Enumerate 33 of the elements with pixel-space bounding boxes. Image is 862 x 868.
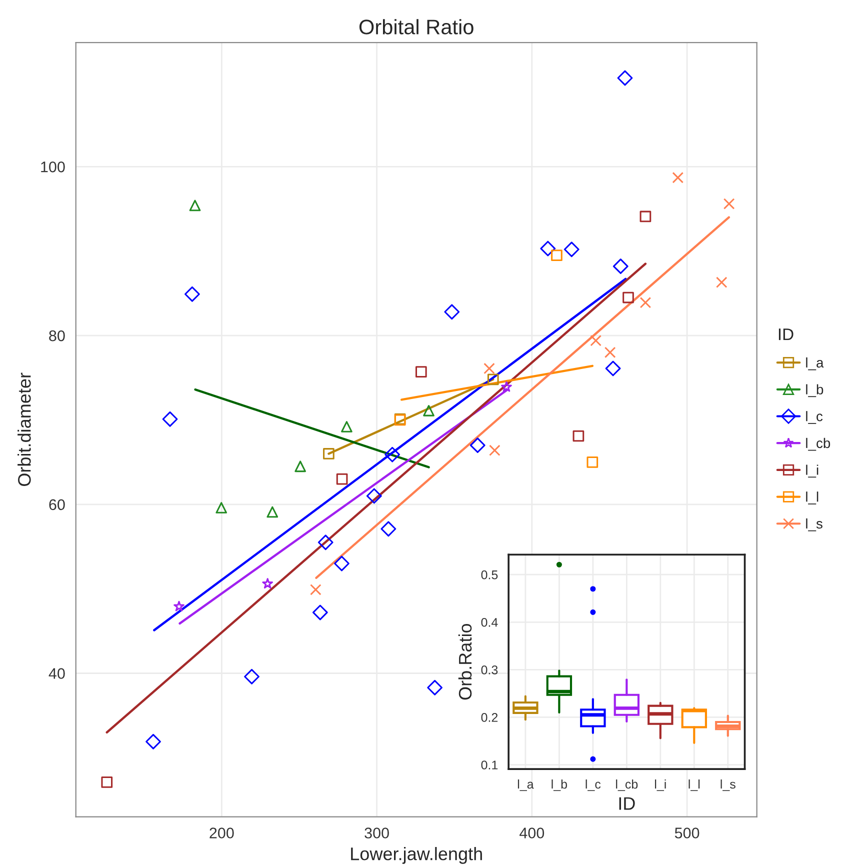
y-axis-title: Orb.Ratio	[458, 624, 472, 700]
x-tick-label: l_a	[518, 779, 534, 792]
legend-label: l_b	[806, 384, 824, 398]
x-tick-label: l_l	[688, 779, 700, 792]
legend-label: l_i	[806, 464, 818, 478]
x-axis-title: ID	[619, 797, 635, 810]
legend-label: l_s	[806, 518, 822, 532]
y-tick-label: 0.4	[481, 618, 498, 627]
y-tick-label: 0.5	[481, 570, 498, 580]
legend-label: l_l	[806, 492, 818, 504]
x-tick-label: l_i	[655, 779, 666, 792]
x-tick-label: 300	[364, 828, 389, 838]
y-tick-label: 0.1	[481, 760, 498, 770]
x-tick-label: l_s	[720, 779, 736, 792]
x-tick-label: l_cb	[616, 779, 638, 792]
y-tick-label: 0.3	[481, 665, 498, 674]
chart-title: Orbital Ratio	[359, 19, 474, 34]
legend-label: l_cb	[806, 438, 830, 451]
x-tick-label: 400	[520, 828, 544, 838]
y-tick-label: 0.2	[481, 713, 498, 722]
y-tick-label: 40	[48, 668, 65, 679]
x-axis-title: Lower.jaw.length	[351, 847, 482, 864]
x-tick-label: 200	[210, 828, 234, 838]
y-tick-label: 100	[41, 162, 65, 172]
y-tick-label: 60	[49, 499, 65, 510]
x-tick-label: l_c	[586, 779, 601, 792]
x-tick-label: 500	[674, 828, 700, 838]
y-axis-title: Orbit.diameter	[18, 372, 31, 486]
x-tick-label: l_b	[552, 779, 568, 792]
legend-label: l_a	[806, 357, 824, 370]
y-tick-label: 80	[49, 330, 65, 342]
legend-label: l_c	[806, 411, 823, 424]
legend-title: ID	[778, 328, 794, 340]
